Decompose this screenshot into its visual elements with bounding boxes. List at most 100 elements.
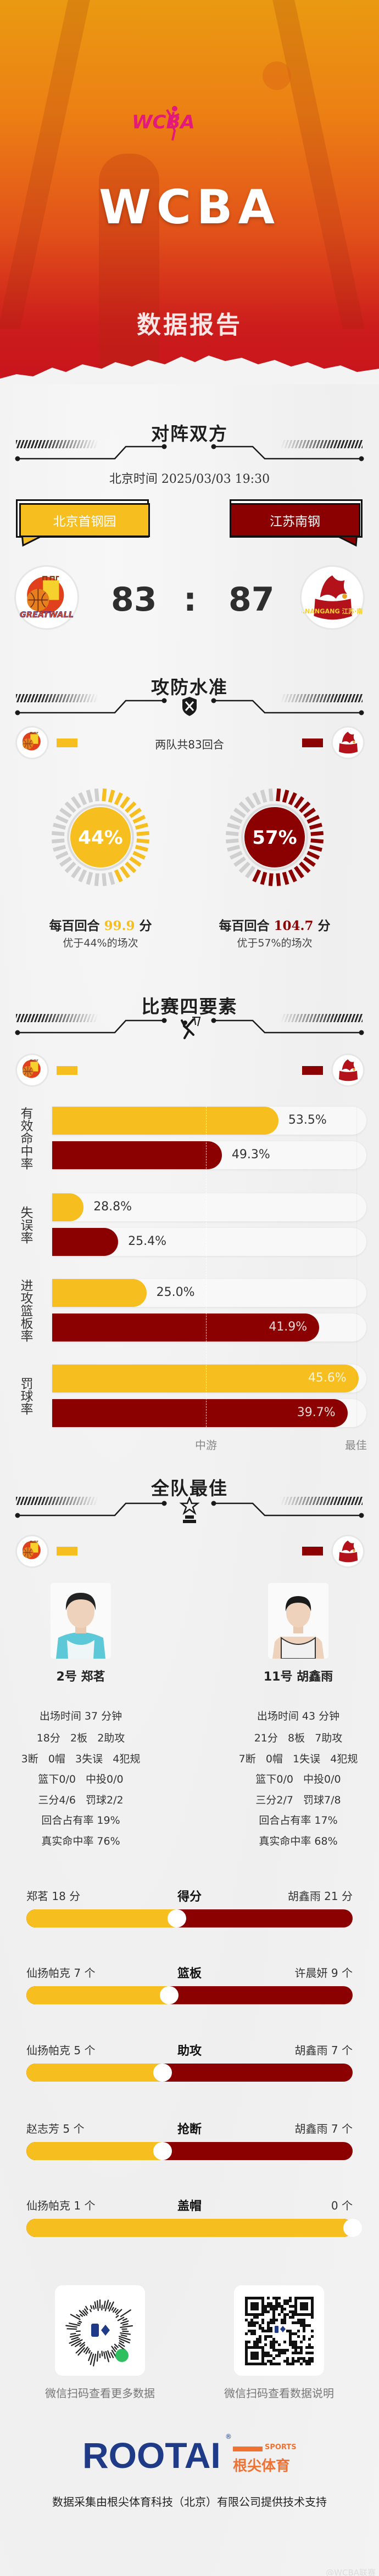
- divider-stripes: [280, 1497, 363, 1505]
- away-percentile-note: 优于57%的场次: [237, 937, 313, 949]
- axis-label-mid: 中游: [195, 1439, 217, 1452]
- basketball-decoration: [263, 61, 291, 90]
- home-factor-value: 28.8%: [93, 1200, 132, 1214]
- gauge-tick: [293, 866, 304, 878]
- gauge-tick: [125, 861, 137, 873]
- qr-caption-data-notes: 微信扫码查看数据说明: [224, 2387, 334, 2400]
- home-player-stat-line: 3断 0帽 3失误 4犯规: [21, 1752, 141, 1765]
- gauge-tick: [132, 815, 146, 824]
- away-player-stat-line: 出场时间 43 分钟: [257, 1710, 340, 1722]
- factor-label: 失误率: [18, 1205, 32, 1244]
- factor-label: 罚球率: [18, 1377, 32, 1415]
- home-offensive-rating: 每百回合 99.9 分: [18, 915, 183, 934]
- home-player-stat-line: 真实命中率 76%: [41, 1835, 120, 1847]
- away-factor-bar: [52, 1228, 119, 1256]
- away-color-swatch: [302, 1066, 323, 1075]
- gauge-tick: [135, 844, 148, 852]
- registered-mark: ®: [225, 2433, 232, 2440]
- match-datetime: 北京时间 2025/03/03 19:30: [109, 472, 270, 486]
- gauge-tick: [64, 801, 76, 813]
- gauge-tick: [229, 850, 243, 860]
- away-factor-bar: [52, 1141, 222, 1169]
- away-player-stat-line: 三分2/7 罚球7/8: [255, 1794, 341, 1806]
- factor-bar-track: 49.3%: [52, 1141, 366, 1169]
- divider-lines: [15, 1017, 364, 1039]
- wechat-mini-program-icon: [115, 2349, 129, 2362]
- rating-unit: 分: [139, 919, 152, 933]
- home-team-name: 北京首钢园: [19, 503, 150, 537]
- away-leader: 胡鑫雨 7 个: [294, 2044, 353, 2057]
- leader-bar-knob: [343, 2219, 362, 2237]
- home-leader-fill: [26, 1986, 169, 2004]
- home-player-stat-line: 三分4/6 罚球2/2: [38, 1794, 124, 1806]
- divider-stripes: [16, 440, 98, 448]
- four-factors-title: 比赛四要素: [141, 996, 238, 1017]
- torn-paper-edge: [0, 356, 379, 384]
- away-leader: 胡鑫雨 21 分: [287, 1890, 353, 1903]
- weibo-watermark: @WCBA联赛: [326, 2568, 376, 2576]
- home-factor-bar: [52, 1365, 359, 1393]
- data-credit: 数据采集由根尖体育科技（北京）有限公司提供技术支持: [52, 2495, 327, 2509]
- home-leader: 仙扬帕克 1 个: [26, 2199, 96, 2212]
- leader-compare-bar: [26, 2219, 362, 2237]
- leader-category: 盖帽: [177, 2200, 202, 2213]
- away-player-photo: [268, 1583, 328, 1659]
- gauge-tick: [260, 790, 267, 803]
- home-player-stat-line: 18分 2板 2助攻: [36, 1732, 125, 1744]
- gauge-tick: [78, 869, 87, 883]
- player-portrait: [51, 1583, 111, 1659]
- divider-lines: [15, 444, 364, 461]
- hoop-pole-decoration: [272, 0, 365, 329]
- away-leader: 胡鑫雨 7 个: [294, 2122, 353, 2135]
- axis-label-best: 最佳: [345, 1439, 367, 1452]
- gauge-tick: [238, 861, 250, 873]
- factor-label: 进攻篮板率: [18, 1278, 32, 1342]
- rating-unit: 分: [317, 919, 331, 933]
- score-separator: :: [183, 580, 197, 619]
- home-player-stat-line: 出场时间 37 分钟: [39, 1710, 122, 1722]
- gauge-tick: [59, 856, 72, 867]
- qr-code[interactable]: [234, 2285, 324, 2376]
- rootai-logo-sports: SPORTS: [265, 2443, 297, 2451]
- gauge-tick: [119, 796, 130, 809]
- away-factor-value: 49.3%: [231, 1148, 270, 1162]
- gauge-tick: [55, 850, 69, 860]
- away-player-stat-line: 篮下0/0 中投0/0: [255, 1773, 341, 1785]
- away-offensive-rating: 每百回合 104.7 分: [192, 915, 357, 934]
- away-leader: 0 个: [331, 2199, 353, 2212]
- gauge-tick: [288, 792, 297, 805]
- away-logo-art: [339, 731, 358, 754]
- home-leader-fill: [26, 2219, 353, 2237]
- gauge-tick: [132, 850, 146, 860]
- home-color-swatch: [57, 1066, 77, 1075]
- home-player-stat-line: 回合占有率 19%: [41, 1814, 120, 1827]
- home-factor-bar: [52, 1107, 278, 1135]
- best-marker: [356, 1107, 357, 1427]
- away-logo-art: [339, 1059, 358, 1081]
- away-player-stat-line: 7断 0帽 1失误 4犯规: [238, 1752, 358, 1765]
- home-leader: 仙扬帕克 5 个: [26, 2044, 96, 2057]
- matchup-title: 对阵双方: [151, 423, 228, 444]
- away-percentile-label: 57%: [252, 827, 297, 849]
- away-team-name-text: 江苏南钢: [270, 515, 320, 529]
- gauge-tick: [227, 822, 241, 830]
- away-color-swatch: [302, 1547, 323, 1555]
- gauge-tick: [114, 792, 123, 805]
- divider-stripes: [16, 1014, 98, 1022]
- mini-program-code[interactable]: [55, 2285, 145, 2376]
- gauge-tick: [268, 873, 274, 886]
- factor-bar-track: 39.7%: [52, 1399, 366, 1427]
- factor-label: 有效命中率: [18, 1106, 32, 1170]
- away-factor-value: 39.7%: [297, 1406, 336, 1419]
- leader-compare-bar: [26, 2064, 353, 2082]
- mini-program-code-icon: [65, 2299, 133, 2367]
- hero-banner: WCBA WCBA 数据报告: [0, 0, 379, 384]
- leader-compare-bar: [26, 1986, 353, 2004]
- hero-title: WCBA: [98, 180, 281, 235]
- section-divider: [0, 694, 379, 721]
- gauge-tick: [245, 796, 256, 809]
- gauge-tick: [226, 838, 239, 844]
- gauge-center: [70, 807, 131, 867]
- gauge-tick: [53, 822, 66, 830]
